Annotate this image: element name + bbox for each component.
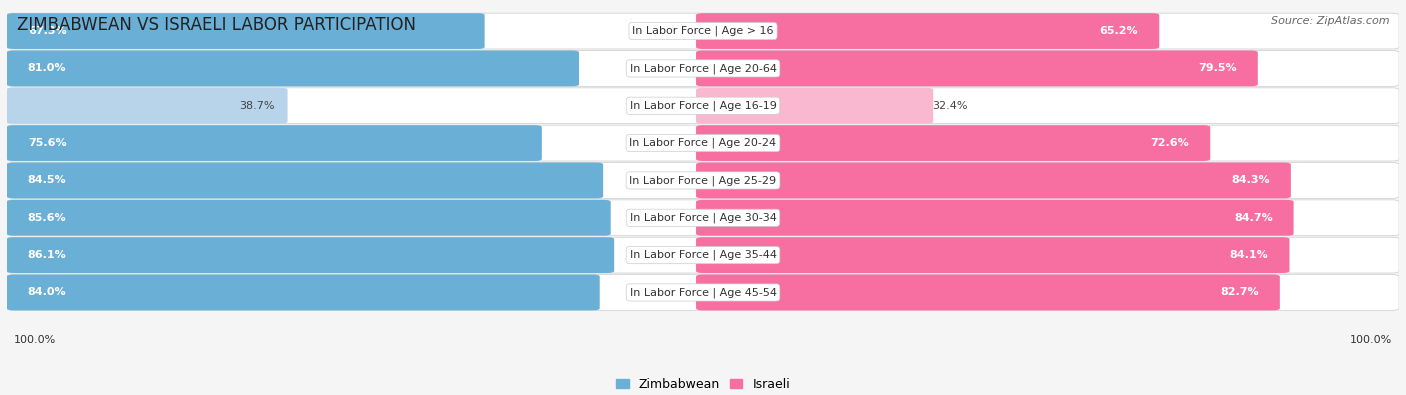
FancyBboxPatch shape (7, 13, 1399, 49)
FancyBboxPatch shape (7, 88, 1399, 124)
Text: In Labor Force | Age 20-24: In Labor Force | Age 20-24 (630, 138, 776, 149)
Text: 100.0%: 100.0% (1350, 335, 1392, 345)
Text: 65.2%: 65.2% (1099, 26, 1139, 36)
FancyBboxPatch shape (696, 51, 1258, 86)
Text: In Labor Force | Age 25-29: In Labor Force | Age 25-29 (630, 175, 776, 186)
FancyBboxPatch shape (7, 13, 485, 49)
FancyBboxPatch shape (696, 88, 934, 124)
FancyBboxPatch shape (7, 162, 603, 198)
FancyBboxPatch shape (7, 125, 1399, 161)
Text: 79.5%: 79.5% (1198, 64, 1237, 73)
Text: 67.3%: 67.3% (28, 26, 66, 36)
FancyBboxPatch shape (7, 237, 614, 273)
Text: 85.6%: 85.6% (28, 213, 66, 223)
Text: ZIMBABWEAN VS ISRAELI LABOR PARTICIPATION: ZIMBABWEAN VS ISRAELI LABOR PARTICIPATIO… (17, 16, 416, 34)
Text: 84.7%: 84.7% (1234, 213, 1272, 223)
FancyBboxPatch shape (696, 275, 1279, 310)
Text: 38.7%: 38.7% (239, 101, 276, 111)
FancyBboxPatch shape (696, 162, 1291, 198)
Text: 84.5%: 84.5% (28, 175, 66, 185)
Text: 82.7%: 82.7% (1220, 288, 1258, 297)
Text: In Labor Force | Age 16-19: In Labor Force | Age 16-19 (630, 100, 776, 111)
Text: 81.0%: 81.0% (28, 64, 66, 73)
FancyBboxPatch shape (7, 51, 1399, 86)
FancyBboxPatch shape (7, 200, 1399, 236)
Text: In Labor Force | Age > 16: In Labor Force | Age > 16 (633, 26, 773, 36)
Text: In Labor Force | Age 45-54: In Labor Force | Age 45-54 (630, 287, 776, 298)
FancyBboxPatch shape (7, 237, 1399, 273)
Text: 84.1%: 84.1% (1230, 250, 1268, 260)
Text: 32.4%: 32.4% (932, 101, 967, 111)
Text: Source: ZipAtlas.com: Source: ZipAtlas.com (1271, 16, 1389, 26)
FancyBboxPatch shape (7, 275, 1399, 310)
Text: 86.1%: 86.1% (28, 250, 66, 260)
FancyBboxPatch shape (7, 200, 610, 236)
FancyBboxPatch shape (7, 125, 541, 161)
FancyBboxPatch shape (696, 125, 1211, 161)
Text: 84.3%: 84.3% (1232, 175, 1270, 185)
Text: 84.0%: 84.0% (28, 288, 66, 297)
FancyBboxPatch shape (696, 200, 1294, 236)
FancyBboxPatch shape (696, 13, 1160, 49)
FancyBboxPatch shape (7, 275, 600, 310)
FancyBboxPatch shape (7, 88, 288, 124)
FancyBboxPatch shape (7, 162, 1399, 198)
FancyBboxPatch shape (696, 237, 1289, 273)
FancyBboxPatch shape (7, 51, 579, 86)
Text: In Labor Force | Age 35-44: In Labor Force | Age 35-44 (630, 250, 776, 260)
Text: 72.6%: 72.6% (1150, 138, 1189, 148)
Text: In Labor Force | Age 30-34: In Labor Force | Age 30-34 (630, 213, 776, 223)
Legend: Zimbabwean, Israeli: Zimbabwean, Israeli (613, 376, 793, 394)
Text: 100.0%: 100.0% (14, 335, 56, 345)
Text: In Labor Force | Age 20-64: In Labor Force | Age 20-64 (630, 63, 776, 73)
Text: 75.6%: 75.6% (28, 138, 66, 148)
